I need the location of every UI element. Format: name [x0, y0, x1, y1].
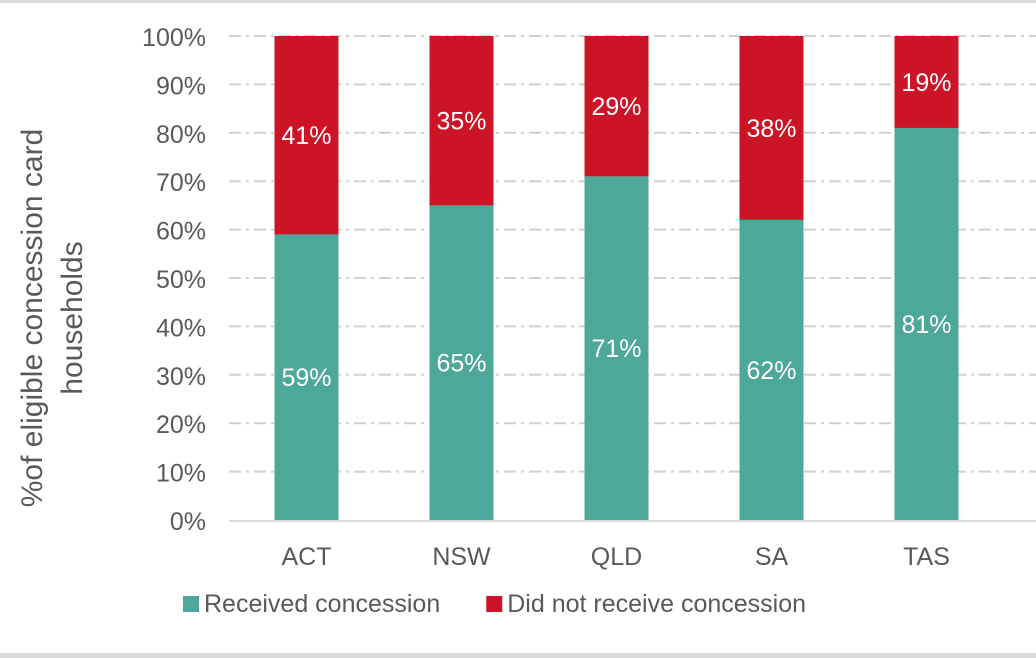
data-label: 71% [591, 335, 641, 363]
y-tick-label: 10% [156, 460, 206, 488]
x-tick-label: SA [755, 543, 789, 571]
bar-segment [894, 127, 959, 521]
y-tick-labels: 0% 10% 20% 30% 40% 50% 60% 70% 80% 90% 100% [142, 24, 206, 536]
data-label: 19% [901, 69, 951, 97]
y-tick-label: 90% [156, 72, 206, 100]
y-tick-label: 100% [142, 24, 206, 52]
data-label: 59% [281, 364, 331, 392]
y-tick-label: 80% [156, 121, 206, 149]
legend-swatch [183, 596, 199, 612]
bar-segment [274, 36, 339, 235]
y-tick-label: 70% [156, 169, 206, 197]
y-tick-label: 0% [170, 508, 206, 536]
data-label: 65% [436, 350, 486, 378]
bar-segment [429, 205, 494, 520]
bar-segment [429, 36, 494, 206]
y-tick-label: 50% [156, 266, 206, 294]
data-label: 29% [591, 93, 641, 121]
x-tick-label: QLD [591, 543, 642, 571]
data-label: 38% [746, 115, 796, 143]
legend-label: Did not receive concession [507, 590, 806, 618]
y-tick-label: 20% [156, 411, 206, 439]
x-tick-labels: ACT NSW QLD SA TAS [282, 543, 950, 571]
bar-segment [739, 36, 804, 220]
y-axis-title-line-2: households [56, 241, 89, 394]
x-tick-label: NSW [432, 543, 491, 571]
y-axis-title-line-1: %of eligible concession card [16, 129, 49, 508]
bar-segment [584, 176, 649, 521]
bar-segment [274, 234, 339, 520]
bar-segment [584, 36, 649, 177]
legend: Received concession Did not receive conce… [183, 590, 806, 618]
data-label: 35% [436, 108, 486, 136]
data-label: 62% [746, 357, 796, 385]
y-tick-label: 60% [156, 218, 206, 246]
y-axis-title: %of eligible concession card households [16, 129, 89, 508]
bar-segment [894, 36, 959, 128]
bar-segment [739, 219, 804, 521]
y-tick-label: 40% [156, 314, 206, 342]
bars: 59% 41% 65% 35% 71% 29% 62% 38% 81% 19% [274, 36, 959, 521]
stacked-bar-chart: %of eligible concession card households … [16, 24, 1036, 618]
legend-label: Received concession [204, 590, 440, 618]
data-label: 81% [901, 311, 951, 339]
x-tick-label: ACT [282, 543, 332, 571]
y-tick-label: 30% [156, 363, 206, 391]
x-tick-label: TAS [903, 543, 950, 571]
legend-swatch [486, 596, 503, 612]
data-label: 41% [281, 122, 331, 150]
